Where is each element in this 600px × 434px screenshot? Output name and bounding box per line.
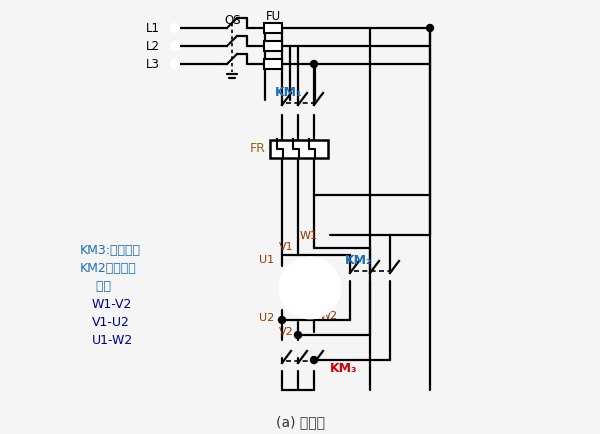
Circle shape: [278, 316, 286, 323]
Text: 3~: 3~: [304, 295, 317, 303]
Text: U1-W2: U1-W2: [92, 333, 133, 346]
Circle shape: [295, 332, 302, 339]
Circle shape: [171, 24, 179, 32]
Text: V1: V1: [280, 242, 294, 252]
Bar: [270, 140, 328, 158]
Text: L1: L1: [146, 22, 160, 34]
Text: M: M: [299, 278, 320, 298]
Text: KM₁: KM₁: [275, 86, 302, 99]
Text: KM2：三角形: KM2：三角形: [80, 262, 137, 274]
Text: W1: W1: [300, 231, 318, 241]
Text: (a) 主电路: (a) 主电路: [275, 415, 325, 429]
Text: W2: W2: [320, 311, 338, 321]
Bar: [264, 41, 282, 51]
Text: KM₂: KM₂: [345, 253, 373, 266]
Text: FU: FU: [266, 10, 281, 23]
Text: KM3:星形接法: KM3:星形接法: [80, 243, 141, 256]
Bar: [264, 23, 282, 33]
Text: L3: L3: [146, 57, 160, 70]
Text: L2: L2: [146, 39, 160, 53]
Text: QS: QS: [224, 13, 241, 26]
Circle shape: [171, 42, 179, 50]
Text: 接法: 接法: [80, 279, 111, 293]
Circle shape: [280, 258, 340, 318]
Text: W1-V2: W1-V2: [92, 297, 133, 310]
Text: FR: FR: [250, 142, 266, 155]
Circle shape: [427, 24, 433, 32]
Circle shape: [311, 356, 317, 364]
Text: KM₃: KM₃: [330, 362, 358, 375]
Text: U2: U2: [259, 313, 274, 323]
Text: U1: U1: [259, 255, 274, 265]
Text: V2: V2: [279, 327, 294, 337]
Bar: [264, 59, 282, 69]
Text: V1-U2: V1-U2: [92, 316, 130, 329]
Circle shape: [311, 60, 317, 68]
Circle shape: [171, 60, 179, 68]
